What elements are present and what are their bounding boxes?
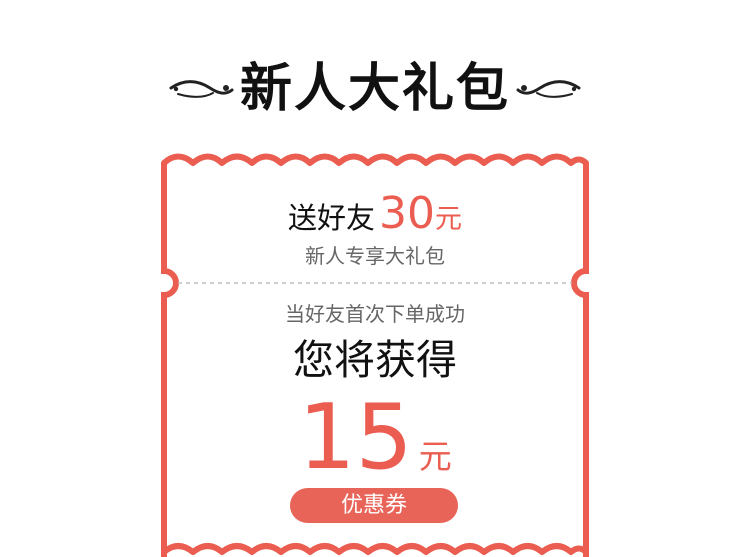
- reward-unit: 元: [418, 437, 452, 476]
- title-area: 新人大礼包: [0, 54, 750, 124]
- reward-number: 15: [298, 385, 413, 490]
- newcomer-text: 新人专享大礼包: [305, 244, 445, 268]
- send-prefix: 送好友: [287, 201, 375, 235]
- send-amount: 30: [379, 188, 435, 239]
- condition-text: 当好友首次下单成功: [285, 302, 465, 326]
- reward-amount: 15 元: [0, 385, 750, 490]
- page-title: 新人大礼包: [239, 59, 510, 119]
- coupon-label-button[interactable]: 优惠券: [290, 488, 458, 523]
- flourish-right-icon: [516, 80, 581, 98]
- send-friend-line: 送好友30元: [0, 188, 750, 239]
- send-unit: 元: [435, 204, 462, 235]
- flourish-left-icon: [169, 80, 234, 98]
- you-get-text: 您将获得: [293, 336, 457, 384]
